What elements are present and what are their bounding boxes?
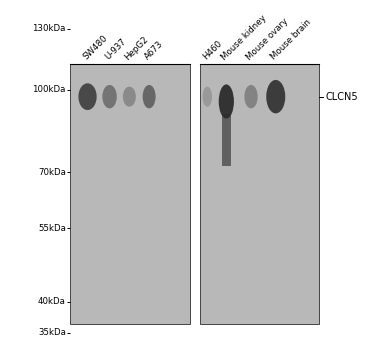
Text: 35kDa: 35kDa <box>38 328 66 337</box>
Text: CLCN5: CLCN5 <box>325 92 358 102</box>
Ellipse shape <box>203 86 212 107</box>
Text: SW480: SW480 <box>81 34 109 62</box>
Ellipse shape <box>123 86 136 107</box>
Text: 70kDa: 70kDa <box>38 168 66 177</box>
Ellipse shape <box>143 85 156 108</box>
Text: A673: A673 <box>143 40 165 62</box>
Text: Mouse brain: Mouse brain <box>269 18 313 62</box>
Ellipse shape <box>266 80 285 113</box>
Text: 55kDa: 55kDa <box>38 224 66 233</box>
Text: 100kDa: 100kDa <box>33 85 66 94</box>
Text: 130kDa: 130kDa <box>33 24 66 33</box>
Ellipse shape <box>219 84 234 119</box>
Ellipse shape <box>102 85 117 108</box>
Text: HepG2: HepG2 <box>123 35 150 62</box>
Bar <box>222 114 231 166</box>
Ellipse shape <box>78 83 97 110</box>
Ellipse shape <box>244 85 258 108</box>
Text: H460: H460 <box>201 39 223 62</box>
Text: 40kDa: 40kDa <box>38 298 66 306</box>
Text: Mouse ovary: Mouse ovary <box>245 16 290 62</box>
Text: U-937: U-937 <box>103 37 128 62</box>
Text: Mouse kidney: Mouse kidney <box>220 13 268 62</box>
Bar <box>71 63 190 324</box>
Bar <box>200 63 319 324</box>
